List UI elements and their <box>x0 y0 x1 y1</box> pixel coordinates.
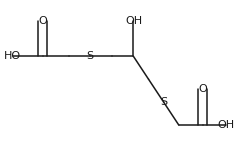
Text: S: S <box>87 51 94 61</box>
Text: HO: HO <box>4 51 21 61</box>
Text: O: O <box>38 16 47 26</box>
Text: O: O <box>198 84 207 94</box>
Text: S: S <box>160 97 167 107</box>
Text: OH: OH <box>218 120 234 130</box>
Text: OH: OH <box>125 16 142 26</box>
